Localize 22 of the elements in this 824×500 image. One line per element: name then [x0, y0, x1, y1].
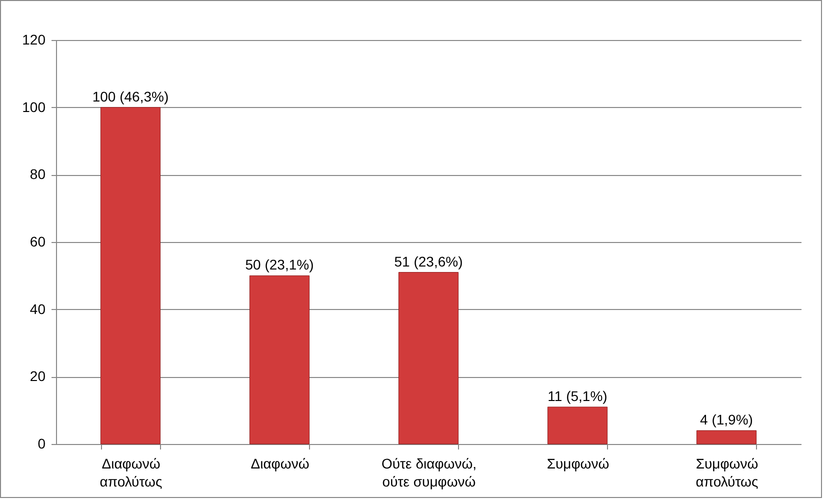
x-tick-label: Συμφωνώ — [546, 456, 610, 472]
y-tick-label: 80 — [30, 166, 46, 182]
data-label: 50 (23,1%) — [245, 256, 314, 273]
y-tick-label: 100 — [22, 98, 46, 115]
bar — [398, 272, 459, 444]
y-tick-label: 0 — [38, 436, 46, 452]
bar — [696, 430, 757, 444]
data-label: 4 (1,9%) — [700, 412, 753, 428]
x-tick-label: Ούτε διαφωνώ, ούτε συμφωνώ — [381, 456, 477, 490]
x-tick-label: Διαφωνώ απολύτως — [100, 456, 162, 490]
x-tick-label: Διαφωνώ — [250, 456, 310, 472]
bar — [100, 107, 161, 444]
y-tick-label: 20 — [30, 368, 46, 384]
y-tick-label: 60 — [30, 234, 46, 250]
bar — [249, 275, 310, 444]
data-label: 51 (23,6%) — [394, 253, 463, 270]
data-label: 11 (5,1%) — [548, 388, 608, 404]
x-tick-label: Συμφωνώ απολύτως — [696, 456, 758, 490]
data-label: 100 (46,3%) — [92, 88, 169, 104]
bar — [547, 406, 608, 444]
y-tick-label: 120 — [22, 32, 46, 48]
y-tick-label: 40 — [30, 300, 46, 317]
